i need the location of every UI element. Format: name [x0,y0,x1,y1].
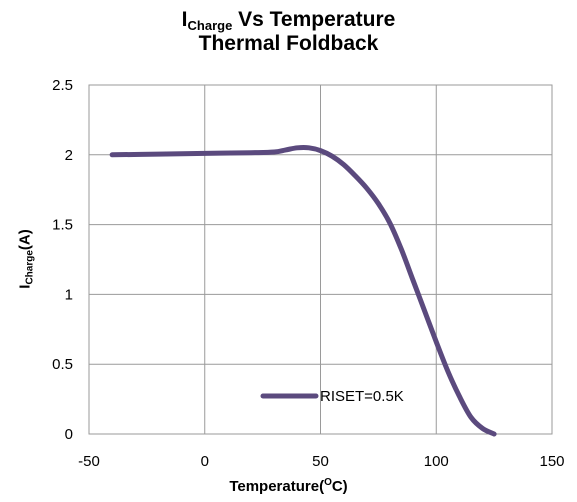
series-line [109,145,497,437]
y-tick-label: 2 [65,147,73,164]
legend-label: RISET=0.5K [320,388,404,405]
chart-subtitle: Thermal Foldback [198,32,379,55]
y-tick-label: 0.5 [52,356,73,373]
x-tick-label: 0 [201,453,209,470]
x-axis-label: Temperature(OC) [229,477,348,495]
y-tick-label: 2.5 [52,77,73,94]
x-tick-label: 50 [312,453,329,470]
chart-title: ICharge Vs Temperature [181,8,396,33]
y-tick-label: 1 [65,286,73,303]
y-tick-labels: 0 0.5 1 1.5 2 2.5 [52,77,73,443]
x-tick-label: 150 [539,453,564,470]
x-tick-labels: -50 0 50 100 150 [78,453,564,470]
x-tick-label: 100 [424,453,449,470]
y-tick-label: 0 [65,426,73,443]
plot-border [88,84,553,435]
legend: RISET=0.5K [260,388,404,405]
x-tick-label: -50 [78,453,100,470]
series-lines [109,145,497,437]
grid-lines [88,84,553,435]
y-tick-label: 1.5 [52,217,73,234]
